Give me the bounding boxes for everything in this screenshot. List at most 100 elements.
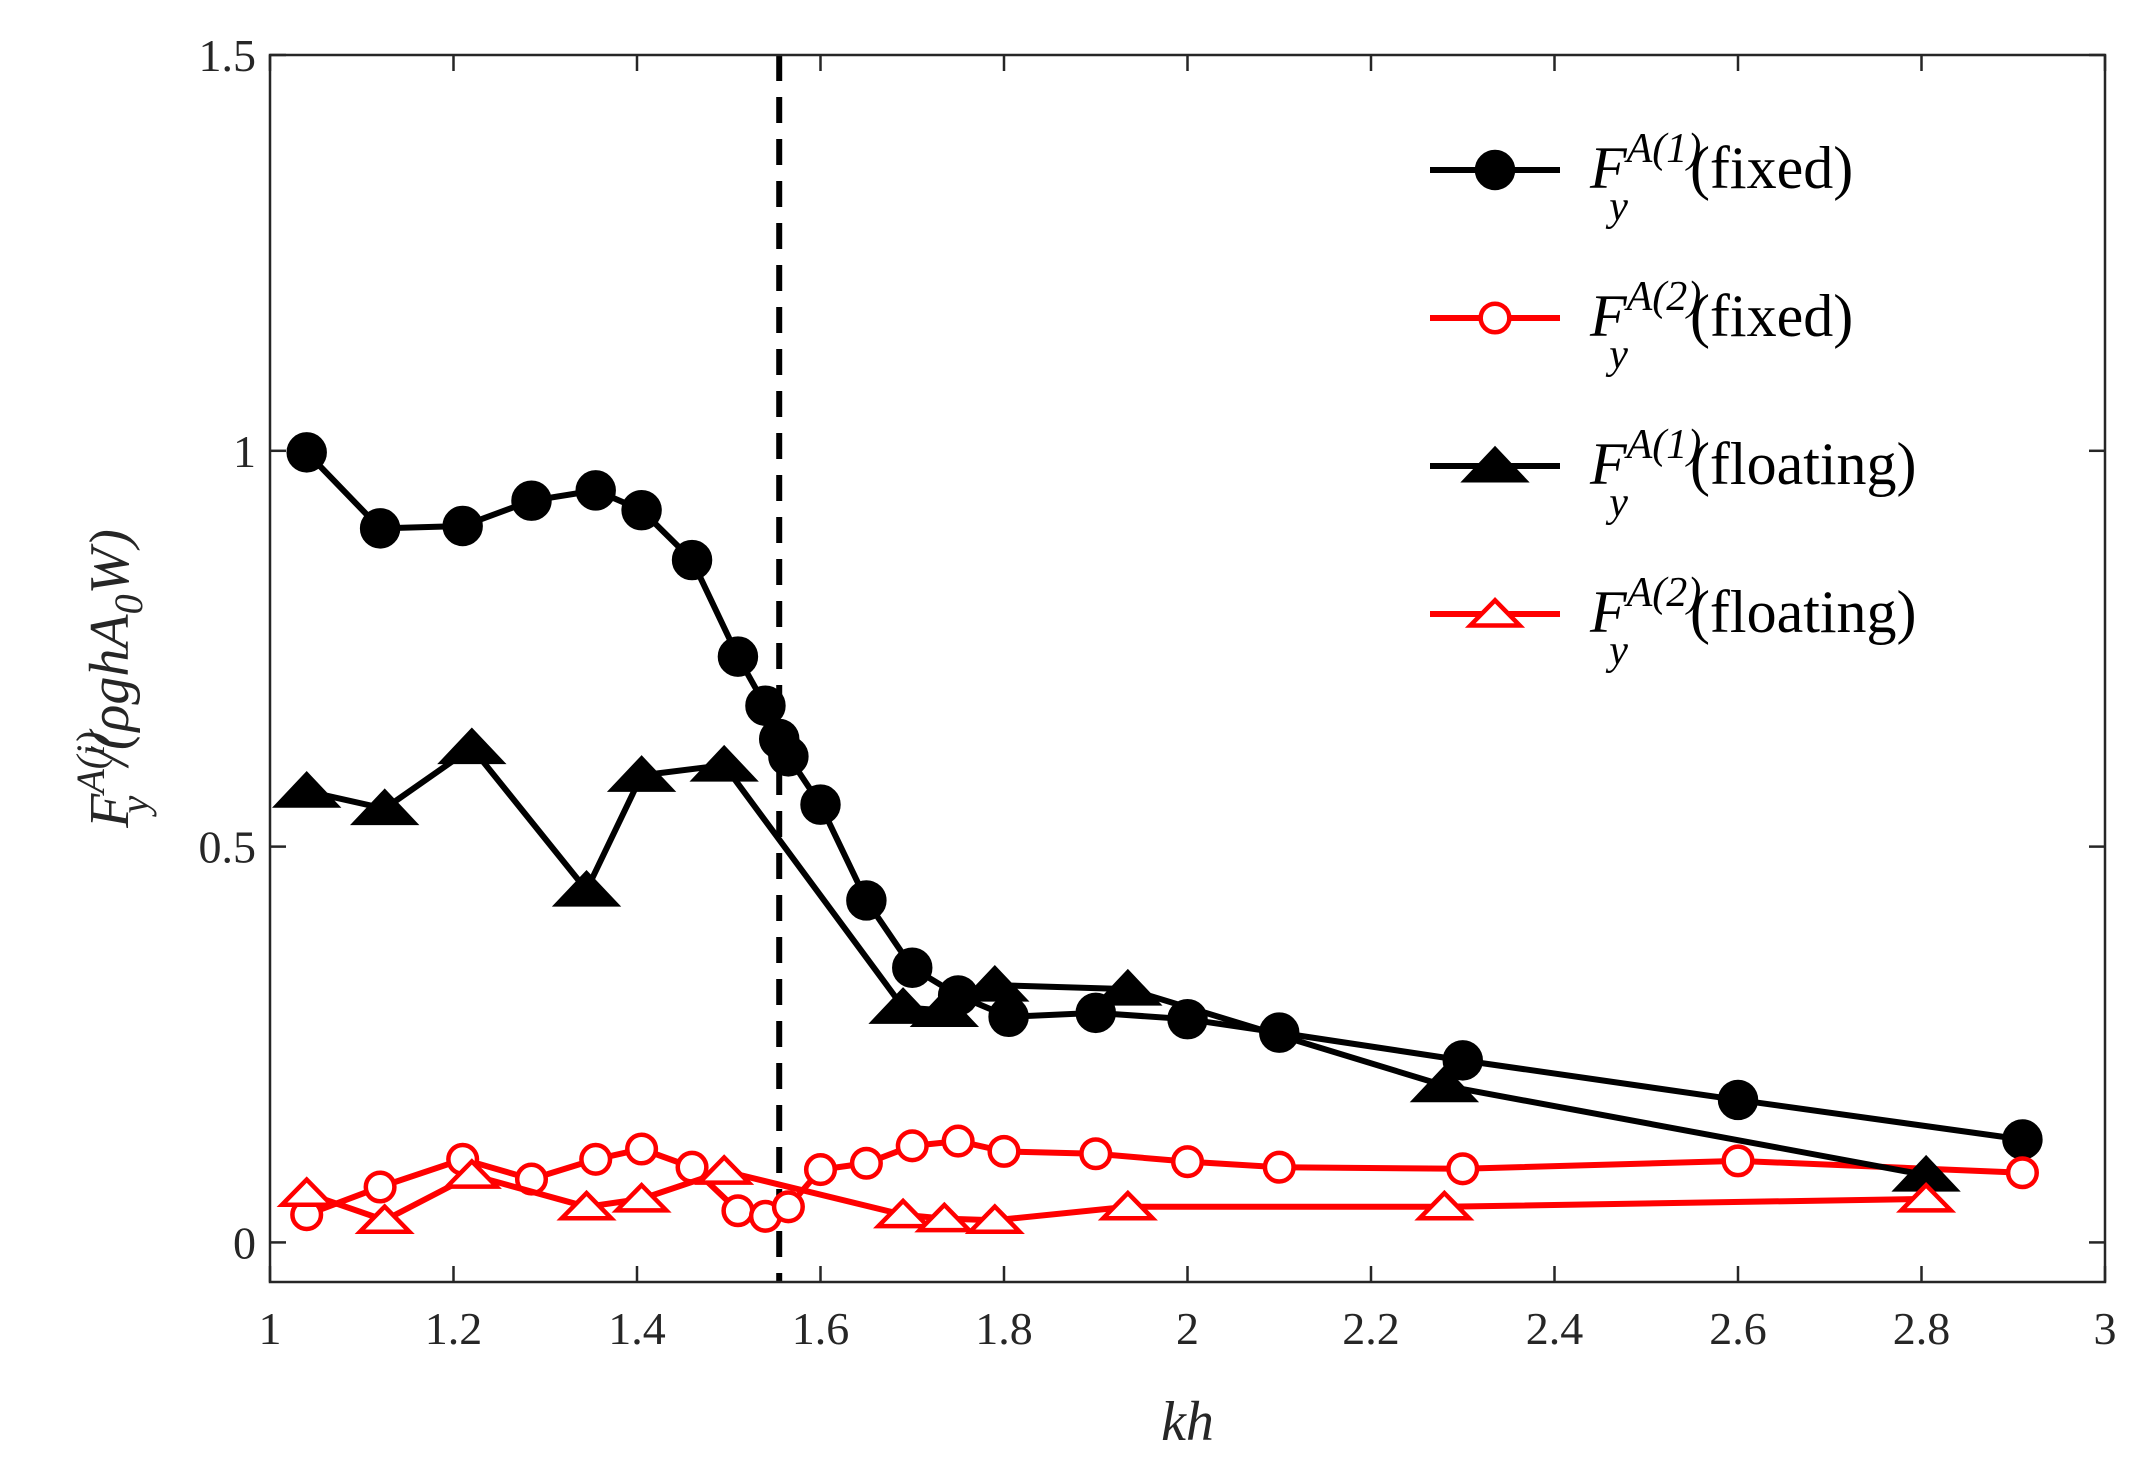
data-point [359,508,401,549]
legend-label-0: FA(1) y (fixed) [1589,126,1853,230]
data-point [1446,1152,1480,1186]
series-group [272,432,2043,1234]
y-label-symbol: F [79,793,141,829]
x-axis-label: kh [1161,1391,1214,1453]
data-point [611,1181,672,1213]
data-point [1170,1145,1205,1179]
x-tick-label: 2 [1176,1303,1199,1354]
data-point [551,869,622,907]
y-tick-label: 1.5 [199,30,257,81]
data-point [442,505,483,547]
y-label-subscript: y [112,795,157,817]
data-point [987,1134,1021,1168]
data-point [511,480,552,521]
data-point [1414,1189,1475,1221]
data-point [988,996,1029,1038]
legend-suffix-3: (floating) [1690,579,1917,645]
data-point [941,1124,975,1158]
data-point [286,432,327,473]
x-tick-label: 1.4 [608,1303,666,1354]
y-label-superscript: A(i) [68,731,113,796]
y-tick-label: 0 [233,1217,256,1268]
x-tick-label: 1 [259,1303,282,1354]
data-point [1262,1150,1296,1184]
data-point [1721,1144,1755,1178]
legend-subscript-2: y [1605,480,1628,526]
data-point [276,1176,337,1208]
data-point [350,788,420,826]
legend-swatch-3 [1430,597,1560,628]
legend-symbol-0: F [1589,135,1628,201]
data-point [960,964,1030,1002]
legend-symbol-1: F [1589,283,1628,349]
data-point [625,1132,659,1166]
data-point [1409,1065,1480,1103]
data-point [441,1158,502,1189]
data-point [2005,1156,2039,1190]
data-point [354,1203,415,1234]
data-point [914,1201,975,1233]
x-tick-label: 2.2 [1342,1303,1400,1354]
data-point [909,990,980,1027]
legend-symbol-2: F [1589,431,1628,497]
legend-entry-2: FA(1) y (floating) [1430,422,1917,526]
y-label-denominator-prefix: /(ρghA [79,614,141,769]
legend-suffix-0: (fixed) [1690,135,1853,201]
legend-marker [1474,149,1516,191]
legend: FA(1) y(fixed) FA(2) y(fixed) FA(1) y(float… [1430,126,1917,674]
legend-suffix-2: (floating) [1690,431,1917,497]
legend-swatch-0 [1430,149,1560,191]
data-point [1079,1137,1113,1171]
x-tick-label: 2.4 [1526,1303,1584,1354]
data-point [768,736,809,777]
data-point [846,880,887,921]
data-point [1717,1079,1759,1121]
legend-suffix-1: (fixed) [1690,283,1853,349]
y-label-denominator-suffix: W) [79,529,141,594]
data-point [849,1146,883,1180]
tick-labels: 1 1.2 1.4 1.6 1.8 2 2.2 2.4 2.6 2.8 3 0 0.5 1 1.5 [199,30,2117,1354]
data-point [694,1154,755,1185]
data-point [800,784,841,825]
legend-entry-0: FA(1) y (fixed) [1430,126,1853,230]
legend-label-2: FA(1) y (floating) [1589,422,1917,526]
data-point [721,1194,755,1228]
data-point [671,539,713,581]
legend-symbol-3: F [1589,579,1628,645]
legend-superscript-2: A(1) [1624,422,1702,468]
legend-subscript-1: y [1605,332,1628,378]
legend-entry-1: FA(2) y (fixed) [1430,274,1853,378]
plot-area-frame [268,53,2107,1284]
x-tick-label: 2.6 [1709,1303,1767,1354]
legend-marker [1460,445,1530,483]
legend-entry-3: FA(2) y (floating) [1430,570,1917,674]
y-axis-label: FA(i)y /(ρghA0W) [68,529,157,829]
data-point [606,755,677,792]
x-tick-label: 2.8 [1893,1303,1951,1354]
x-tick-label: 1.8 [975,1303,1033,1354]
legend-superscript-0: A(1) [1624,126,1702,172]
data-point [575,470,616,511]
legend-superscript-3: A(2) [1624,570,1702,616]
legend-subscript-3: y [1605,628,1628,674]
data-point [895,1129,929,1163]
svg-text:FA(i)y/(ρghA0W): FA(i)y /(ρghA0W) [68,529,157,829]
data-point [2002,1119,2043,1160]
data-point [1097,1189,1158,1221]
y-tick-label: 0.5 [199,822,257,873]
legend-label-1: FA(2) y (fixed) [1589,274,1853,378]
legend-marker [1478,301,1512,335]
data-point [1093,968,1163,1006]
data-point [621,489,662,531]
data-point [1442,1040,1483,1081]
legend-superscript-1: A(2) [1624,274,1702,320]
legend-subscript-0: y [1605,184,1628,230]
data-point [437,727,507,765]
data-point [579,1142,613,1176]
data-point [892,947,933,988]
y-label-denominator-sub: 0 [106,594,151,614]
data-point [803,1153,838,1187]
series-3 [276,1154,1957,1234]
y-tick-label: 1 [233,426,256,477]
